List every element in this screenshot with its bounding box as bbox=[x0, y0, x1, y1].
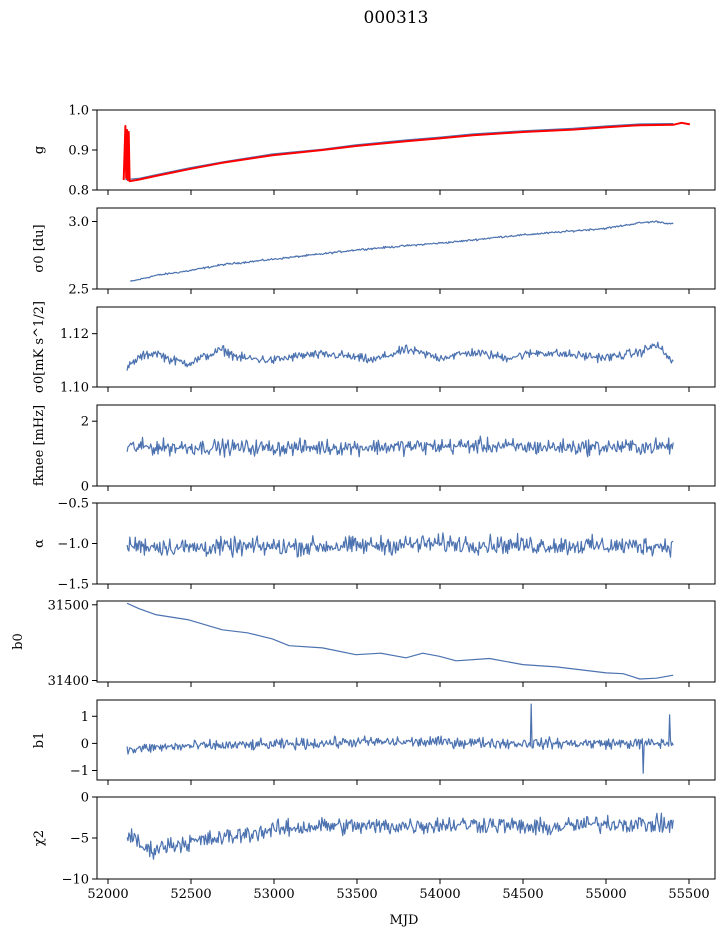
y-tick-label: −1.0 bbox=[57, 537, 89, 552]
x-tick-label: 53500 bbox=[336, 887, 377, 902]
x-tick-label: 52000 bbox=[87, 887, 128, 902]
y-tick-label: −10 bbox=[62, 873, 89, 888]
y-tick-label: 1 bbox=[81, 710, 89, 725]
y-tick-label: 2 bbox=[81, 415, 89, 430]
y-tick-label: 0 bbox=[81, 791, 89, 806]
series-line-0 bbox=[126, 602, 674, 680]
y-tick-label: 1.12 bbox=[60, 327, 89, 342]
y-axis-label: σ0[mK s^1/2] bbox=[32, 301, 47, 393]
panel-frame bbox=[96, 600, 716, 683]
series-line-0 bbox=[126, 435, 674, 458]
y-axis-label: b0 bbox=[11, 633, 26, 650]
x-tick-label: 55500 bbox=[668, 887, 709, 902]
y-axis-label: χ2 bbox=[32, 830, 47, 846]
x-axis-label: MJD bbox=[390, 913, 419, 928]
y-axis-label: b1 bbox=[32, 732, 47, 749]
panel-frame bbox=[96, 404, 716, 487]
x-tick-label: 54000 bbox=[419, 887, 460, 902]
x-tick-label: 53000 bbox=[253, 887, 294, 902]
y-axis-label: σ0 [du] bbox=[32, 224, 47, 272]
panel-fknee: 0 2 fknee [mHz] bbox=[32, 404, 716, 495]
y-tick-label: −1 bbox=[70, 764, 89, 779]
series-line-1 bbox=[122, 121, 691, 183]
y-tick-label: −1.5 bbox=[57, 578, 89, 593]
y-tick-label: 31400 bbox=[48, 674, 89, 689]
y-tick-label: 0.9 bbox=[68, 144, 89, 159]
y-tick-label: −5 bbox=[70, 832, 89, 847]
series-line-0 bbox=[126, 812, 674, 860]
panels: 0.8 0.9 1.0 g 2.5 3.0 σ0 [du] 1.10 1.12 σ0[mK s^1… bbox=[11, 104, 716, 902]
series-line-0 bbox=[126, 341, 674, 371]
panel-sigma0_mK: 1.10 1.12 σ0[mK s^1/2] bbox=[32, 301, 716, 396]
panel-alpha: −1.5 −1.0 −0.5 α bbox=[32, 497, 716, 593]
y-tick-label: 1.0 bbox=[68, 104, 89, 119]
panel-sigma0_du: 2.5 3.0 σ0 [du] bbox=[32, 207, 716, 298]
y-tick-label: 2.5 bbox=[68, 283, 89, 298]
panel-frame bbox=[96, 306, 716, 388]
series-line-0 bbox=[126, 703, 674, 774]
panel-b0: 31400 31500 b0 bbox=[11, 598, 716, 689]
x-tick-label: 54500 bbox=[502, 887, 543, 902]
series-line-0 bbox=[129, 220, 674, 282]
y-tick-label: 0.8 bbox=[68, 184, 89, 199]
panel-chi2: 52000 52500 53000 53500 54000 54500 55000 55500… bbox=[32, 791, 716, 902]
y-tick-label: 0 bbox=[81, 737, 89, 752]
y-tick-label: −0.5 bbox=[57, 497, 89, 512]
series-line-0 bbox=[125, 123, 674, 181]
y-axis-label: fknee [mHz] bbox=[32, 405, 47, 486]
y-tick-label: 31500 bbox=[48, 598, 89, 613]
y-tick-label: 1.10 bbox=[60, 381, 89, 396]
figure-title: 000313 bbox=[364, 8, 429, 28]
panel-b1: −1 0 1 b1 bbox=[32, 699, 716, 785]
x-tick-label: 55000 bbox=[585, 887, 626, 902]
y-tick-label: 3.0 bbox=[68, 215, 89, 230]
panel-g: 0.8 0.9 1.0 g bbox=[32, 104, 716, 199]
panel-frame bbox=[96, 207, 716, 290]
y-axis-label: α bbox=[32, 539, 47, 548]
panel-frame bbox=[96, 699, 716, 781]
series-line-0 bbox=[126, 532, 674, 558]
y-axis-label: g bbox=[32, 146, 47, 154]
x-tick-label: 52500 bbox=[170, 887, 211, 902]
y-tick-label: 0 bbox=[81, 480, 89, 495]
panel-frame bbox=[96, 109, 716, 191]
